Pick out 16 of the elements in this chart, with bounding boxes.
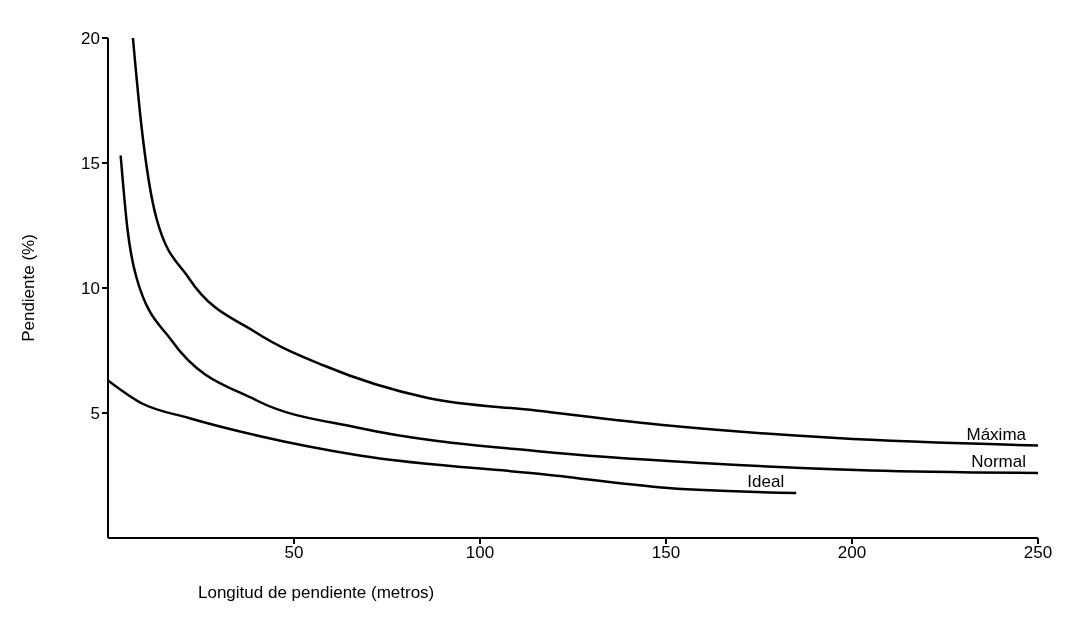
x-tick-label: 200 xyxy=(837,543,867,563)
line-series xyxy=(131,38,1038,447)
x-tick-label: 50 xyxy=(284,543,304,563)
x-axis-title: Longitud de pendiente (metros) xyxy=(198,583,435,602)
x-tick-label: 100 xyxy=(465,543,495,563)
series-label: Normal xyxy=(971,452,1026,471)
y-tick-label: 10 xyxy=(81,279,100,299)
x-tick-label: 150 xyxy=(651,543,681,563)
y-axis-title: Pendiente (%) xyxy=(19,234,39,342)
x-tick-label: 250 xyxy=(1023,543,1053,563)
y-tick-label: 15 xyxy=(81,154,100,174)
y-tick-label: 5 xyxy=(90,404,100,424)
y-tick-label: 20 xyxy=(81,29,100,49)
series-label: Máxima xyxy=(966,424,1027,444)
series-label: Ideal xyxy=(747,472,785,491)
line-series xyxy=(119,154,1038,475)
